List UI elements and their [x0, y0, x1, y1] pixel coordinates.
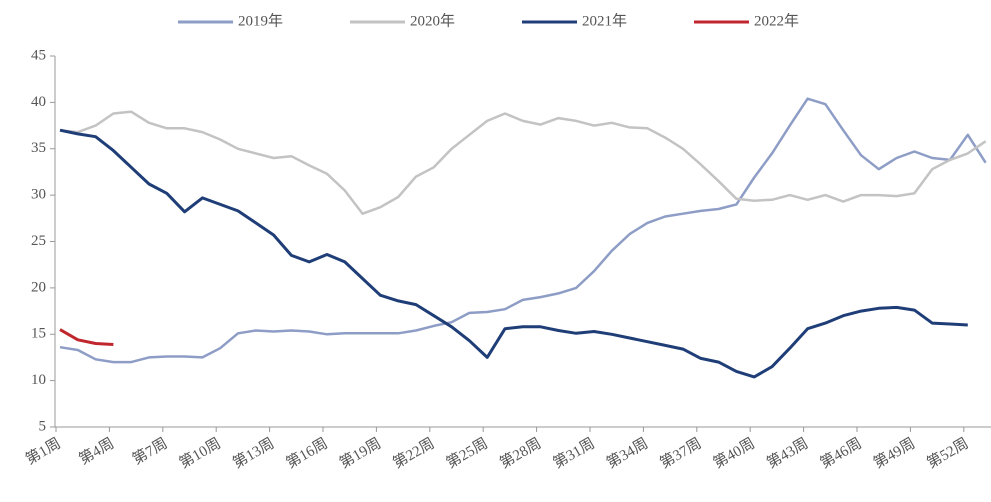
x-tick-label: 第40周	[710, 434, 758, 472]
x-tick-label: 第7周	[129, 434, 170, 468]
legend-label: 2021年	[582, 12, 627, 29]
y-tick-label: 30	[31, 187, 46, 203]
x-tick-label: 第52周	[924, 434, 972, 472]
series-line	[59, 110, 987, 215]
legend-label: 2022年	[754, 12, 799, 29]
x-tick-label: 第46周	[817, 434, 865, 472]
series-line	[59, 128, 968, 379]
y-tick-label: 5	[39, 418, 47, 434]
x-tick-label: 第22周	[390, 434, 438, 472]
x-tick-label: 第1周	[22, 434, 63, 468]
legend-label: 2019年	[238, 12, 283, 29]
y-tick-label: 45	[31, 47, 46, 63]
x-tick-label: 第19周	[336, 434, 384, 472]
series-line	[59, 97, 987, 364]
series-line	[59, 328, 114, 346]
x-tick-label: 第31周	[550, 434, 598, 472]
x-tick-label: 第34周	[603, 434, 651, 472]
y-tick-label: 35	[31, 140, 46, 156]
x-tick-label: 第25周	[443, 434, 491, 472]
x-tick-label: 第13周	[229, 434, 277, 472]
x-tick-label: 第28周	[496, 434, 544, 472]
x-tick-label: 第16周	[283, 434, 331, 472]
x-tick-label: 第37周	[657, 434, 705, 472]
x-tick-label: 第4周	[76, 434, 117, 468]
y-tick-label: 20	[31, 279, 46, 295]
legend-label: 2020年	[410, 12, 455, 29]
y-tick-label: 15	[31, 326, 46, 342]
y-tick-label: 10	[31, 372, 46, 388]
y-tick-label: 25	[31, 233, 46, 249]
x-tick-label: 第10周	[176, 434, 224, 472]
x-tick-label: 第49周	[870, 434, 918, 472]
x-tick-label: 第43周	[763, 434, 811, 472]
y-tick-label: 40	[31, 94, 46, 110]
